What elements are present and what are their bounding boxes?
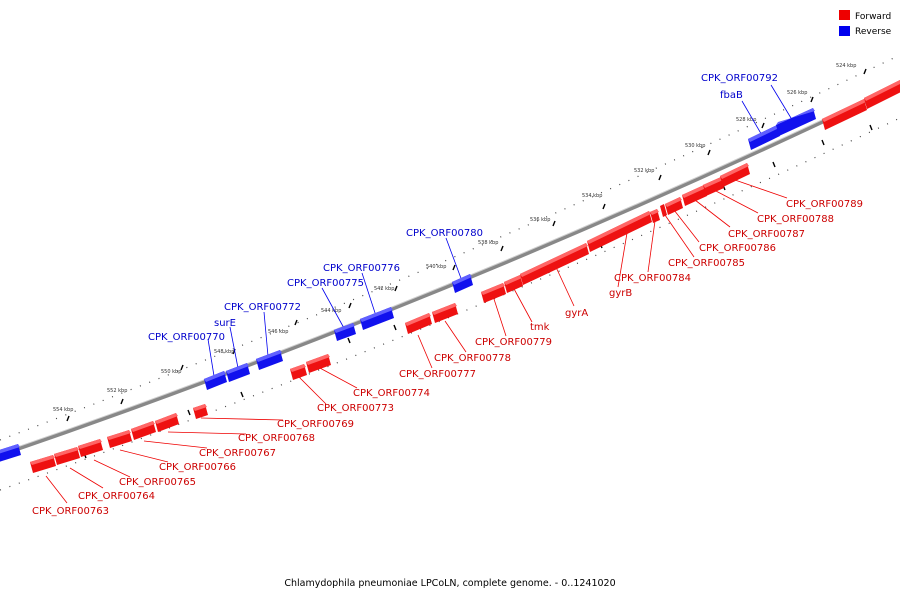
tick-label: 548 kbp <box>214 349 234 355</box>
gene-label[interactable]: CPK_ORF00765 <box>119 477 196 488</box>
gene-block-CPK_ORF00786[interactable] <box>665 197 683 215</box>
tick-label: 524 kbp <box>836 63 856 69</box>
gene-label[interactable]: gyrA <box>565 308 588 319</box>
gene-block-CPK_ORF00767[interactable] <box>131 421 156 440</box>
gene-block-edge[interactable] <box>0 444 21 462</box>
gene-label[interactable]: CPK_ORF00774 <box>353 388 430 399</box>
gene-block-gyrA[interactable] <box>520 243 589 285</box>
gene-label[interactable]: CPK_ORF00788 <box>757 214 834 225</box>
gene-label[interactable]: CPK_ORF00780 <box>406 228 483 239</box>
tick-label: 546 kbp <box>268 329 288 335</box>
gene-labels: CPK_ORF00763 CPK_ORF00764 CPK_ORF00765 C… <box>32 73 863 517</box>
tick-label: 528 kbp <box>736 117 756 123</box>
genome-axis-highlight <box>0 82 900 454</box>
gene-label[interactable]: CPK_ORF00775 <box>287 278 364 289</box>
tick-label: 532 kbp <box>634 168 654 174</box>
gene-label[interactable]: CPK_ORF00789 <box>786 199 863 210</box>
gene-block-tmk[interactable] <box>504 275 523 293</box>
gene-block-CPK_ORF00765[interactable] <box>78 439 103 457</box>
gene-block-CPK_ORF00770[interactable] <box>204 371 227 390</box>
gene-label[interactable]: CPK_ORF00792 <box>701 73 778 84</box>
map-caption: Chlamydophila pneumoniae LPCoLN, complet… <box>284 578 616 589</box>
gene-label[interactable]: CPK_ORF00784 <box>614 273 691 284</box>
gene-block-CPK_ORF00779[interactable] <box>481 283 506 303</box>
tick-label: 550 kbp <box>161 369 181 375</box>
gene-block-CPK_ORF00787[interactable] <box>682 185 707 206</box>
gene-label[interactable]: CPK_ORF00766 <box>159 462 236 473</box>
legend-forward-swatch <box>839 10 850 20</box>
tick-label: 534 kbp <box>582 193 602 199</box>
gene-label[interactable]: CPK_ORF00767 <box>199 448 276 459</box>
gene-block-CPK_ORF00763[interactable] <box>30 455 56 473</box>
gene-block-surE[interactable] <box>226 363 250 382</box>
gene-block-CPK_ORF00775[interactable] <box>334 323 356 341</box>
gene-label[interactable]: CPK_ORF00778 <box>434 353 511 364</box>
gene-label[interactable]: CPK_ORF00773 <box>317 403 394 414</box>
gene-label[interactable]: tmk <box>530 322 550 333</box>
tick-label: 542 kbp <box>374 286 394 292</box>
tick-labels: 524 kbp 526 kbp 528 kbp 530 kbp 532 kbp … <box>53 63 856 413</box>
gene-label[interactable]: CPK_ORF00772 <box>224 302 301 313</box>
gene-block-fbaB[interactable] <box>748 125 780 150</box>
tick-label: 544 kbp <box>321 308 341 314</box>
reverse-genes <box>0 108 816 462</box>
gene-block-CPK_ORF00777[interactable] <box>405 313 432 334</box>
gene-label[interactable]: CPK_ORF00763 <box>32 506 109 517</box>
gene-label[interactable]: gyrB <box>609 288 632 299</box>
leader-lines <box>45 84 795 504</box>
gene-label[interactable]: CPK_ORF00787 <box>728 229 805 240</box>
genome-axis <box>0 83 900 457</box>
gene-block-CPK_ORF00769[interactable] <box>193 404 208 419</box>
gene-label[interactable]: CPK_ORF00768 <box>238 433 315 444</box>
gene-block-CPK_ORF00784[interactable] <box>650 209 660 223</box>
gene-label[interactable]: CPK_ORF00779 <box>475 337 552 348</box>
scale-ticks <box>66 68 873 459</box>
gene-label[interactable]: CPK_ORF00776 <box>323 263 400 274</box>
tick-label: 552 kbp <box>107 388 127 394</box>
outer-dotted-arc <box>0 54 900 441</box>
legend-reverse-label: Reverse <box>855 27 892 37</box>
legend: Forward Reverse <box>839 10 892 37</box>
gene-block-CPK_ORF00766[interactable] <box>107 430 132 448</box>
gene-label[interactable]: CPK_ORF00785 <box>668 258 745 269</box>
gene-block-CPK_ORF00789[interactable] <box>720 163 750 187</box>
gene-label[interactable]: CPK_ORF00770 <box>148 332 225 343</box>
tick-label: 538 kbp <box>478 240 498 246</box>
tick-label: 536 kbp <box>530 217 550 223</box>
gene-block-CPK_ORF00785[interactable] <box>660 204 667 217</box>
tick-label: 526 kbp <box>787 90 807 96</box>
gene-block-CPK_ORF00792[interactable] <box>776 108 816 136</box>
gene-label[interactable]: fbaB <box>720 90 743 101</box>
gene-block-edge-right-2[interactable] <box>864 78 900 109</box>
gene-block-CPK_ORF00788[interactable] <box>703 177 724 196</box>
gene-block-CPK_ORF00768[interactable] <box>155 413 179 432</box>
gene-block-edge-right-1[interactable] <box>822 99 867 130</box>
gene-block-gyrB[interactable] <box>587 211 652 252</box>
gene-block-CPK_ORF00776[interactable] <box>360 307 394 330</box>
tick-label: 540 kbp <box>426 264 446 270</box>
gene-block-CPK_ORF00772[interactable] <box>256 350 283 370</box>
gene-label[interactable]: CPK_ORF00777 <box>399 369 476 380</box>
forward-genes <box>30 78 900 473</box>
gene-label[interactable]: CPK_ORF00786 <box>699 243 776 254</box>
gene-block-CPK_ORF00764[interactable] <box>54 447 80 465</box>
gene-block-CPK_ORF00774[interactable] <box>306 354 331 373</box>
gene-block-CPK_ORF00778[interactable] <box>432 303 458 323</box>
gene-label[interactable]: surE <box>214 318 236 329</box>
gene-block-CPK_ORF00773[interactable] <box>290 364 307 380</box>
legend-forward-label: Forward <box>855 12 891 22</box>
tick-label: 530 kbp <box>685 143 705 149</box>
gene-label[interactable]: CPK_ORF00764 <box>78 491 155 502</box>
gene-block-CPK_ORF00780[interactable] <box>452 274 473 293</box>
legend-reverse-swatch <box>839 26 850 36</box>
gene-label[interactable]: CPK_ORF00769 <box>277 419 354 430</box>
tick-label: 554 kbp <box>53 407 73 413</box>
